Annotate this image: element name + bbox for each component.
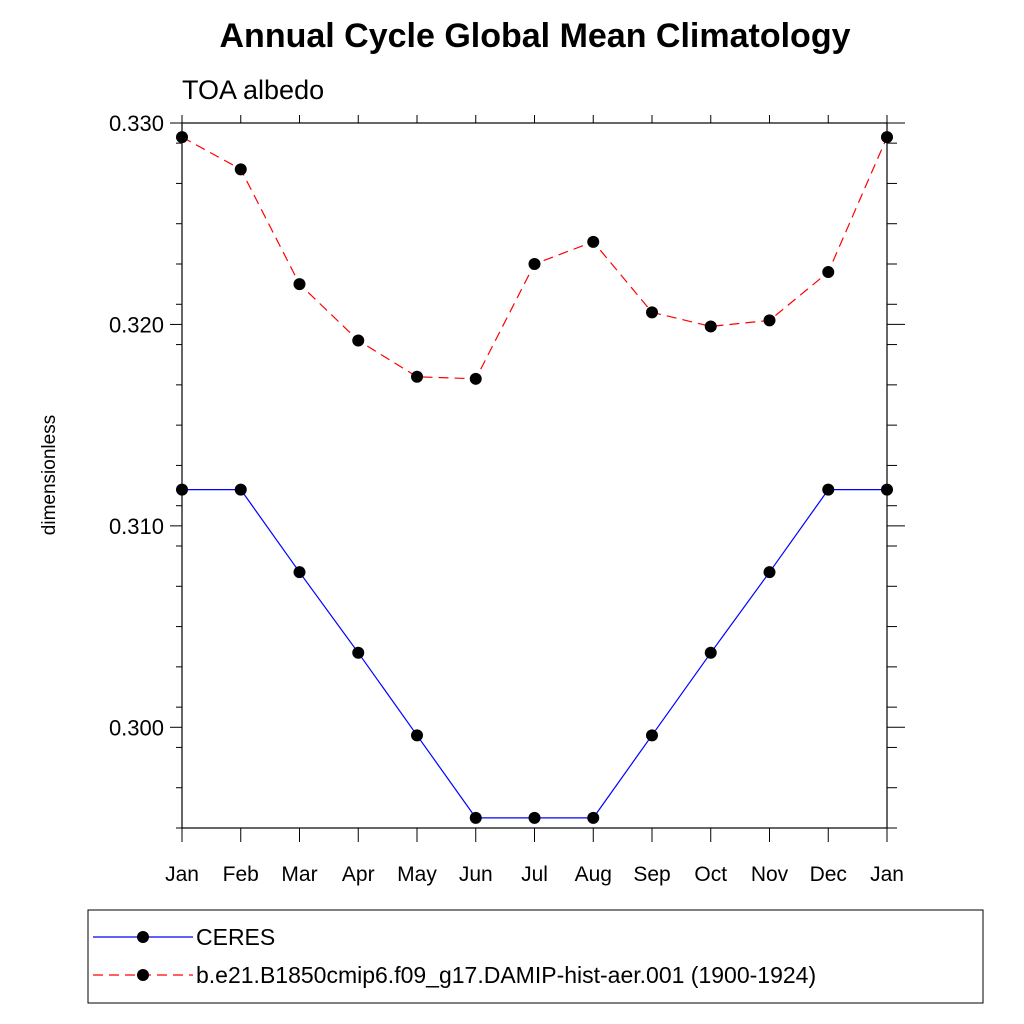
y-tick-label: 0.300 [109, 715, 164, 740]
legend-label: b.e21.B1850cmip6.f09_g17.DAMIP-hist-aer.… [196, 962, 816, 988]
y-tick-label: 0.310 [109, 514, 164, 539]
data-point [411, 370, 423, 383]
data-point [587, 235, 600, 248]
data-point [881, 131, 893, 144]
legend-label: CERES [196, 924, 275, 950]
x-tick-label: Jul [521, 863, 548, 886]
y-axis-label: dimensionless [39, 415, 60, 535]
data-point [528, 811, 541, 824]
data-point [646, 306, 658, 319]
data-point [469, 811, 482, 824]
data-point [234, 483, 247, 496]
data-point [176, 131, 188, 144]
data-point [469, 372, 482, 385]
plot-frame [181, 122, 888, 829]
y-tick-label: 0.330 [109, 111, 164, 136]
x-tick-label: Oct [694, 863, 727, 886]
x-tick-label: Jan [870, 863, 904, 886]
data-point [646, 729, 658, 742]
data-point [822, 266, 835, 279]
x-tick-label: Apr [342, 863, 375, 886]
x-tick-label: Sep [633, 863, 670, 886]
x-tick-label: Dec [810, 863, 847, 886]
data-point [176, 483, 188, 496]
data-point [528, 258, 541, 270]
series-line-0 [182, 489, 887, 819]
data-point [293, 566, 306, 579]
x-tick-label: Feb [223, 863, 259, 886]
x-tick-label: Jun [459, 863, 493, 886]
data-point [411, 729, 423, 742]
data-point [822, 483, 835, 496]
data-point [293, 278, 306, 291]
x-tick-label: Mar [281, 863, 317, 886]
axis-ticks: 0.300 0.310 0.320 0.330 Jan Feb Mar Apr May Jun Ju… [109, 111, 905, 886]
data-point [234, 163, 247, 176]
data-point [587, 811, 600, 824]
data-point [704, 320, 717, 333]
series-line-1 [181, 136, 888, 380]
legend-marker [137, 969, 149, 981]
series-layer [176, 131, 893, 824]
legend: CERES b.e21.B1850cmip6.f09_g17.DAMIP-hist… [93, 924, 816, 988]
x-tick-label: Aug [575, 863, 612, 886]
data-point [352, 334, 365, 347]
chart-title: Annual Cycle Global Mean Climatology [220, 17, 851, 55]
data-point [352, 646, 365, 659]
x-tick-label: May [397, 863, 437, 886]
x-tick-label: Nov [751, 863, 789, 886]
legend-box [87, 909, 984, 1004]
data-point [881, 483, 893, 496]
data-point [704, 646, 717, 659]
chart-subtitle: TOA albedo [182, 75, 324, 105]
y-tick-label: 0.320 [109, 312, 164, 337]
data-point [763, 566, 776, 579]
data-point [763, 314, 776, 327]
legend-marker [137, 931, 149, 943]
x-tick-label: Jan [165, 863, 199, 886]
